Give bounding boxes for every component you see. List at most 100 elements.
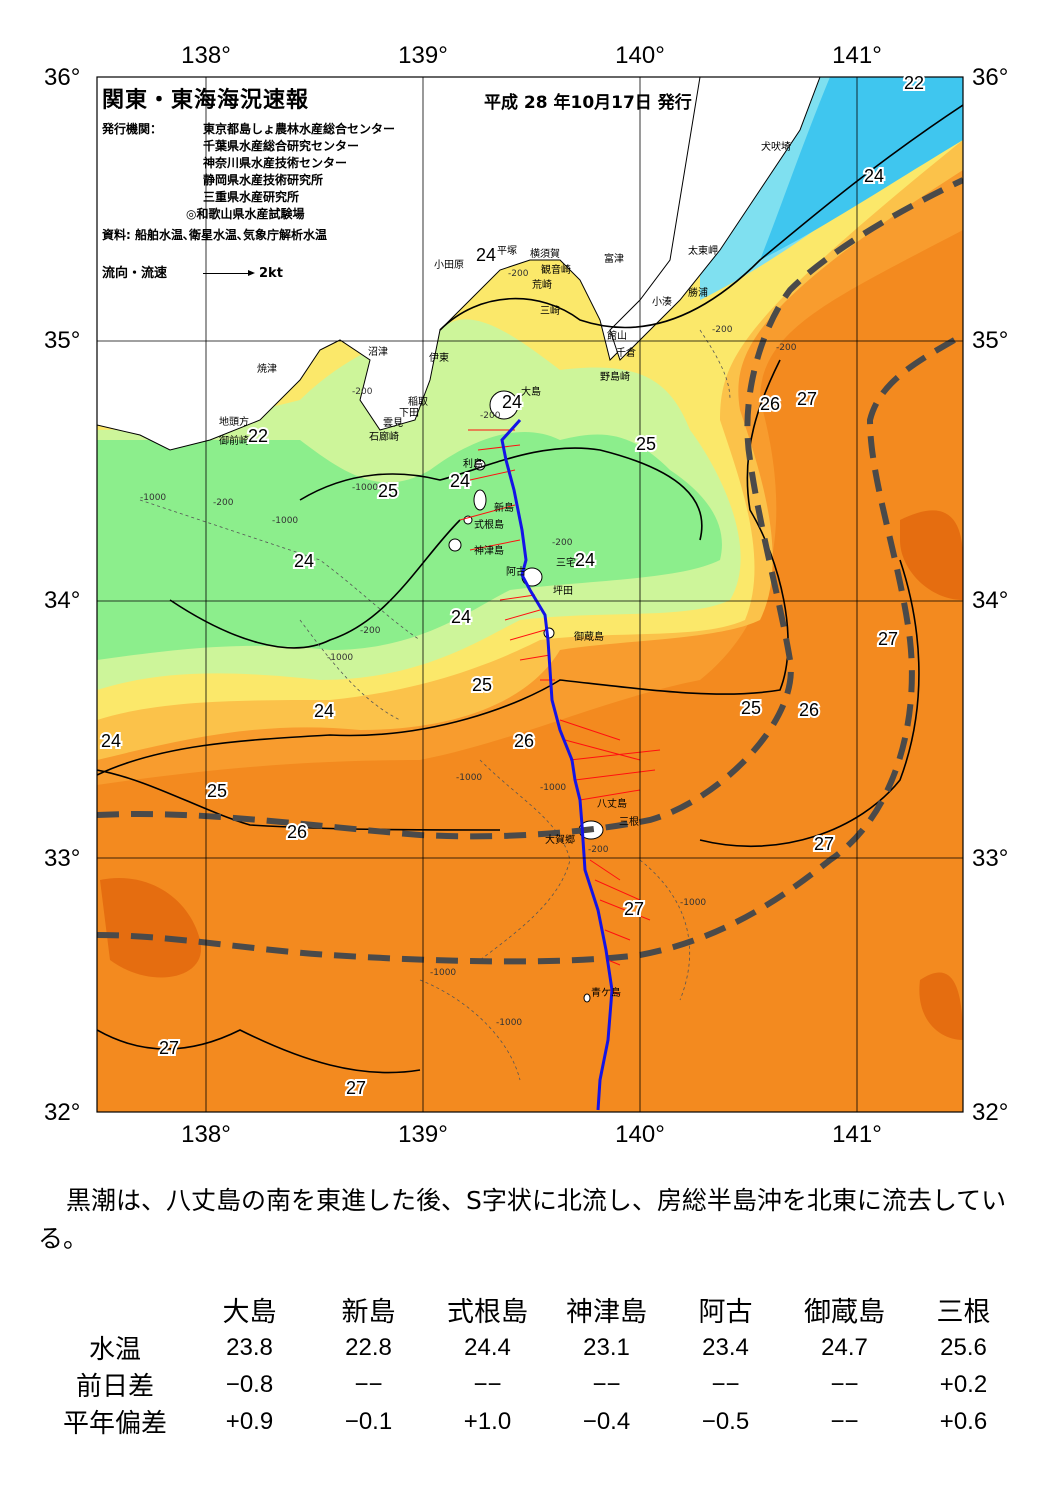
- isotherms: [97, 104, 963, 1074]
- summary-text: 黒潮は、八丈島の南を東進した後、S字状に北流し、房総半島沖を北東に流去している。: [38, 1186, 1007, 1253]
- isotherm-label: 27: [624, 899, 644, 919]
- warm-pocket: [900, 510, 963, 600]
- table-cell: −0.5: [701, 1407, 750, 1435]
- lat-tick-left: 32°: [44, 1099, 80, 1126]
- lon-tick-top: 139°: [398, 42, 448, 69]
- table-row: 平年偏差 +0.9 −0.1 +1.0 −0.4 −0.5 −− +0.6: [40, 1403, 1023, 1440]
- isotherm-24n: [439, 104, 963, 331]
- place-name: 坪田: [553, 584, 573, 597]
- place-name: 三崎: [540, 304, 560, 317]
- lat-tick-left: 36°: [44, 64, 80, 91]
- lon-tick-bottom: 138°: [181, 1121, 231, 1148]
- depth-label: -200: [588, 845, 609, 855]
- green-band: [97, 431, 722, 660]
- depth-labels: -200 -200 -200 -200 -200 -200 -200 -1000…: [140, 269, 797, 1028]
- isotherm-label: 24: [450, 471, 470, 491]
- table-row: 水温 23.8 22.8 24.4 23.1 23.4 24.7 25.6: [40, 1329, 1023, 1366]
- table-corner: [40, 1290, 190, 1329]
- isotherm-label: 27: [346, 1078, 366, 1098]
- isotherm-label: 25: [378, 481, 398, 501]
- lat-tick-left: 33°: [44, 845, 80, 872]
- isotherm-label: 25: [636, 434, 656, 454]
- depth-label: -1000: [327, 653, 353, 663]
- table-cell: −−: [830, 1370, 859, 1398]
- island-oshima: [489, 390, 519, 420]
- agency-item: 神奈川県水産技術センター: [203, 156, 348, 170]
- place-name: 野島崎: [600, 370, 630, 383]
- column-header: 三根: [936, 1297, 991, 1328]
- kuroshio-inner: [97, 177, 963, 840]
- depth-label: -200: [480, 411, 501, 421]
- isotherm-labels: 22 24 24 22 25 24 24 24 24 25 24 26 27 2…: [99, 71, 926, 1100]
- table-header-row: 大島 新島 式根島 神津島 阿古 御蔵島 三根: [40, 1290, 1023, 1329]
- depth-label: -200: [360, 626, 381, 636]
- place-name: 富津: [604, 252, 624, 265]
- isotherm-label: 25: [472, 675, 492, 695]
- depth-label: -200: [352, 387, 373, 397]
- table-cell: +0.6: [939, 1407, 988, 1435]
- agency-item: 静岡県水産技術研究所: [203, 173, 324, 187]
- lat-tick-right: 32°: [972, 1099, 1008, 1126]
- kuroshio-outer: [97, 332, 963, 965]
- legend-label: 流向・流速: [102, 266, 168, 281]
- row-label: 水温: [88, 1335, 141, 1365]
- isotherm-label: 24: [864, 166, 884, 186]
- table-cell: −0.1: [344, 1407, 393, 1435]
- water-temperature-table: 大島 新島 式根島 神津島 阿古 御蔵島 三根 水温 23.8 22.8 24.…: [40, 1290, 1023, 1440]
- map-header: 関東・東海海況速報: [102, 82, 522, 114]
- place-name: 阿古: [506, 565, 526, 578]
- depth-label: -200: [776, 343, 797, 353]
- place-name: 千倉: [616, 346, 636, 359]
- publication-date: 平成 28 年10月17日 発行: [484, 93, 692, 113]
- isotherm-label: 27: [159, 1038, 179, 1058]
- place-name: 青ケ島: [591, 986, 621, 999]
- table-cell: −−: [830, 1407, 859, 1435]
- place-name: 荒崎: [532, 278, 552, 291]
- depth-label: -200: [712, 325, 733, 335]
- place-name: 新島: [494, 501, 514, 514]
- place-name: 太東岬: [688, 244, 718, 257]
- isotherm-label: 25: [741, 698, 761, 718]
- lat-tick-right: 33°: [972, 845, 1008, 872]
- place-name: 小湊: [652, 295, 672, 308]
- table-cell: −−: [592, 1370, 621, 1398]
- isotherm-label: 26: [514, 731, 534, 751]
- column-header: 阿古: [698, 1297, 753, 1328]
- current-vectors: [459, 429, 661, 996]
- lon-tick-top: 141°: [832, 42, 882, 69]
- isotherm-label: 27: [814, 834, 834, 854]
- place-name: 伊東: [429, 351, 449, 364]
- lat-tick-right: 36°: [972, 64, 1008, 91]
- place-name: 大賀郷: [545, 833, 575, 846]
- place-name: 稲取: [408, 396, 428, 408]
- map-canvas: 138° 139° 140° 141° 138° 139° 140° 141° …: [44, 42, 1008, 1148]
- place-name: 館山: [607, 329, 627, 342]
- table-row: 前日差 −0.8 −− −− −− −− −− +0.2: [40, 1366, 1023, 1403]
- isotherm-27e: [699, 559, 920, 847]
- table-cell: 24.7: [821, 1333, 868, 1361]
- place-name: 式根島: [474, 518, 504, 531]
- table-cell: 24.4: [464, 1333, 511, 1361]
- place-name: 石廊崎: [369, 430, 399, 443]
- table-cell: −−: [711, 1370, 740, 1398]
- agency-item: ◎和歌山県水産試験場: [186, 207, 305, 221]
- place-name: 平塚: [497, 245, 517, 257]
- isotherm-label: 26: [760, 394, 780, 414]
- depth-label: -1000: [352, 483, 378, 493]
- isotherm-label: 24: [451, 607, 471, 627]
- isotherm-label: 24: [101, 731, 121, 751]
- agency-item: 千葉県水産総合研究センター: [203, 139, 360, 153]
- isotherm-label: 24: [294, 551, 314, 571]
- isotherm-label: 24: [502, 392, 522, 412]
- place-name: 利島: [463, 457, 483, 470]
- table-cell: −−: [473, 1370, 502, 1398]
- isotherm-25s: [97, 769, 501, 831]
- agency-item: 東京都島しょ農林水産総合センター: [203, 122, 396, 136]
- map-title: 関東・東海海況速報: [102, 88, 310, 113]
- publisher-label: 発行機関：: [102, 122, 163, 136]
- row-label: 前日差: [75, 1372, 154, 1402]
- place-name: 横須賀: [530, 247, 560, 260]
- isotherm-label: 24: [476, 245, 496, 265]
- ship-track: [500, 418, 614, 1111]
- legend-scale: 2kt: [259, 266, 283, 281]
